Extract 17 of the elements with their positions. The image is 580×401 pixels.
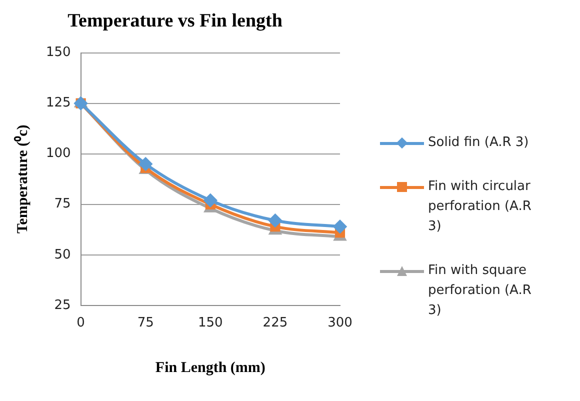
legend-label: Solid fin (A.R 3) — [428, 134, 529, 152]
y-tick-label: 25 — [54, 298, 71, 313]
y-tick-label: 100 — [46, 146, 71, 162]
y-tick-label: 50 — [54, 247, 71, 262]
y-tick-label: 75 — [54, 196, 71, 212]
x-tick-label: 225 — [262, 316, 288, 331]
legend-label: Fin with square perforation (A.R 3) — [428, 262, 532, 320]
x-tick-label: 150 — [198, 316, 223, 331]
y-axis-title: Temperature (⁰c) — [12, 124, 31, 234]
x-tick-label: 0 — [76, 316, 85, 331]
x-tick-label: 300 — [328, 316, 352, 331]
x-axis-title: Fin Length (mm) — [155, 360, 266, 376]
y-tick-label: 150 — [46, 45, 71, 60]
x-tick-label: 75 — [137, 316, 154, 331]
legend-label: Fin with circular perforation (A.R 3) — [428, 178, 532, 236]
chart-title: Temperature vs Fin length — [68, 10, 283, 32]
y-tick-label: 125 — [46, 96, 71, 111]
